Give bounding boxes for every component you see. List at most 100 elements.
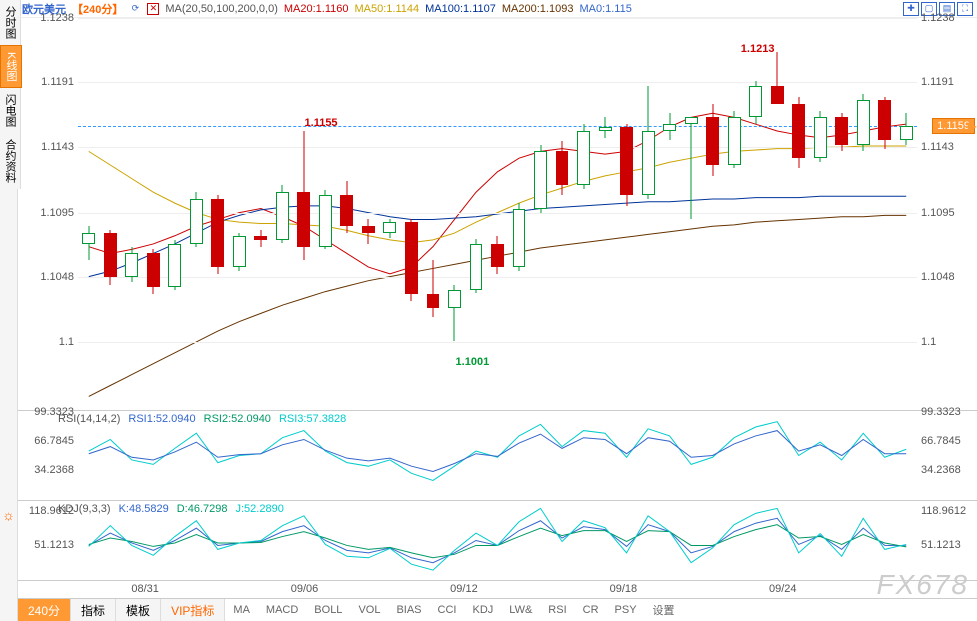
y-tick: 1.1143 [18, 141, 78, 153]
indicator-btn-MACD[interactable]: MACD [258, 599, 306, 621]
candle [297, 18, 310, 410]
candle [900, 18, 913, 410]
y-tick: 34.2368 [18, 464, 78, 476]
indicator-btn-CR[interactable]: CR [575, 599, 607, 621]
y-tick: 1.1238 [917, 12, 977, 24]
candle [642, 18, 655, 410]
chart-header: 欧元美元 【240分】 ⟳ ✕ MA(20,50,100,200,0,0) MA… [18, 0, 977, 18]
candle [383, 18, 396, 410]
candle [556, 18, 569, 410]
x-tick: 08/31 [131, 583, 159, 595]
y-tick: 34.2368 [917, 464, 977, 476]
indicator-btn-BIAS[interactable]: BIAS [388, 599, 429, 621]
price-chart-panel[interactable]: 1.12381.11911.11431.10951.10481.1 1.1238… [18, 18, 977, 411]
candle [168, 18, 181, 410]
rsi-series-label: RSI1:52.0940 [128, 413, 195, 425]
bottom-toolbar: 240分 指标模板VIP指标 MAMACDBOLLVOLBIASCCIKDJLW… [18, 599, 977, 621]
x-axis: 08/3109/0609/1209/1809/24 [18, 581, 977, 599]
timeframe-button[interactable]: 240分 [18, 599, 71, 621]
indicator-btn-设置[interactable]: 设置 [645, 599, 683, 621]
rsi-series-label: RSI2:52.0940 [204, 413, 271, 425]
kdj-series-label: K:48.5829 [119, 503, 169, 515]
ma-params: MA(20,50,100,200,0,0) [165, 3, 278, 15]
y-tick: 1.1191 [917, 76, 977, 88]
kdj-series-label: J:52.2890 [236, 503, 284, 515]
left-sidebar: 分时图K线图闪电图合约资料 ☼ [0, 0, 18, 621]
ma100-value: MA100:1.1107 [425, 3, 496, 15]
x-tick: 09/18 [610, 583, 638, 595]
candle [771, 18, 784, 410]
candle [276, 18, 289, 410]
y-tick: 1.1048 [917, 271, 977, 283]
y-tick: 1.1 [18, 336, 78, 348]
close-indicator-icon[interactable]: ✕ [147, 3, 159, 15]
refresh-icon[interactable]: ⟳ [129, 3, 141, 15]
y-tick: 1.1048 [18, 271, 78, 283]
candle [340, 18, 353, 410]
bottom-tab-指标[interactable]: 指标 [71, 599, 116, 621]
indicator-btn-PSY[interactable]: PSY [607, 599, 645, 621]
bottom-tab-VIP指标[interactable]: VIP指标 [161, 599, 225, 621]
price-annotation: 1.1155 [305, 117, 338, 129]
bottom-tab-模板[interactable]: 模板 [116, 599, 161, 621]
candle [814, 18, 827, 410]
y-tick: 51.1213 [917, 539, 977, 551]
candle [663, 18, 676, 410]
candle [82, 18, 95, 410]
indicator-btn-BOLL[interactable]: BOLL [306, 599, 350, 621]
candle [491, 18, 504, 410]
candle [534, 18, 547, 410]
candle [577, 18, 590, 410]
candle [749, 18, 762, 410]
kdj-series-label: D:46.7298 [177, 503, 228, 515]
ma50-value: MA50:1.1144 [355, 3, 420, 15]
indicator-btn-LW&[interactable]: LW& [501, 599, 540, 621]
candle [620, 18, 633, 410]
candle [190, 18, 203, 410]
rsi-series-label: RSI3:57.3828 [279, 413, 346, 425]
y-tick: 1.1095 [917, 207, 977, 219]
indicator-btn-RSI[interactable]: RSI [540, 599, 574, 621]
y-tick: 1.1238 [18, 12, 78, 24]
candle [599, 18, 612, 410]
y-tick: 66.7845 [917, 435, 977, 447]
candle [125, 18, 138, 410]
theme-icon[interactable]: ☼ [0, 503, 18, 527]
candle [685, 18, 698, 410]
kdj-label: KDJ(9,3,3) [58, 503, 111, 515]
candle [792, 18, 805, 410]
x-tick: 09/06 [291, 583, 319, 595]
indicator-btn-CCI[interactable]: CCI [430, 599, 465, 621]
candle [147, 18, 160, 410]
candle [104, 18, 117, 410]
rsi-label: RSI(14,14,2) [58, 413, 120, 425]
price-annotation: 1.1213 [741, 43, 775, 55]
candle [254, 18, 267, 410]
x-tick: 09/12 [450, 583, 478, 595]
candle [448, 18, 461, 410]
ma20-value: MA20:1.1160 [284, 3, 349, 15]
rsi-panel[interactable]: RSI(14,14,2) RSI1:52.0940 RSI2:52.0940 RSI3… [18, 411, 977, 501]
y-tick: 1.1143 [917, 141, 977, 153]
kdj-panel[interactable]: KDJ(9,3,3)K:48.5829D:46.7298J:52.2890 11… [18, 501, 977, 581]
candle [211, 18, 224, 410]
candle [427, 18, 440, 410]
candle [513, 18, 526, 410]
timeframe-label: 【240分】 [72, 1, 123, 17]
indicator-btn-MA[interactable]: MA [225, 599, 258, 621]
candle [405, 18, 418, 410]
candle [857, 18, 870, 410]
candle [319, 18, 332, 410]
candle [470, 18, 483, 410]
indicator-btn-VOL[interactable]: VOL [350, 599, 388, 621]
candle [233, 18, 246, 410]
price-annotation: 1.1001 [456, 356, 490, 368]
indicator-btn-KDJ[interactable]: KDJ [464, 599, 501, 621]
candle [878, 18, 891, 410]
y-tick: 99.3323 [917, 406, 977, 418]
y-tick: 1.1095 [18, 207, 78, 219]
ma200-value: MA200:1.1093 [502, 3, 574, 15]
y-tick: 51.1213 [18, 539, 78, 551]
ma0-value: MA0:1.115 [579, 3, 631, 15]
candle [362, 18, 375, 410]
